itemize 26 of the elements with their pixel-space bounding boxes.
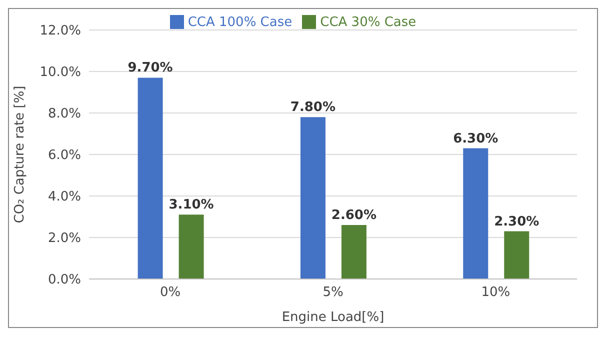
y-tick-label: 2.0%	[48, 231, 81, 246]
y-tick-label: 8.0%	[48, 106, 81, 122]
data-label: 2.30%	[494, 214, 540, 230]
bar	[138, 78, 163, 279]
legend-label: CCA 30% Case	[320, 15, 416, 30]
y-tick-label: 6.0%	[48, 148, 81, 164]
y-tick-label: 12.0%	[40, 24, 81, 39]
data-label: 7.80%	[290, 100, 336, 116]
x-axis-title: Engine Load[%]	[282, 310, 384, 325]
y-tick-label: 0.0%	[48, 272, 81, 288]
y-tick-label: 4.0%	[48, 190, 81, 205]
x-tick-label: 5%	[322, 285, 344, 300]
data-label: 6.30%	[453, 131, 498, 146]
bar	[504, 231, 530, 279]
y-tick-label: 10.0%	[40, 65, 81, 80]
bar	[178, 214, 204, 279]
data-label: 9.70%	[128, 60, 173, 76]
data-label: 3.10%	[168, 198, 214, 213]
data-label: 2.60%	[331, 208, 377, 224]
y-axis-title: CO₂ Capture rate [%]	[12, 86, 28, 224]
bar	[341, 225, 366, 279]
x-tick-label: 10%	[481, 285, 510, 300]
legend-label: CCA 100% Case	[188, 15, 292, 30]
bar	[463, 148, 488, 279]
x-tick-label: 0%	[160, 285, 181, 300]
bar	[300, 117, 326, 279]
